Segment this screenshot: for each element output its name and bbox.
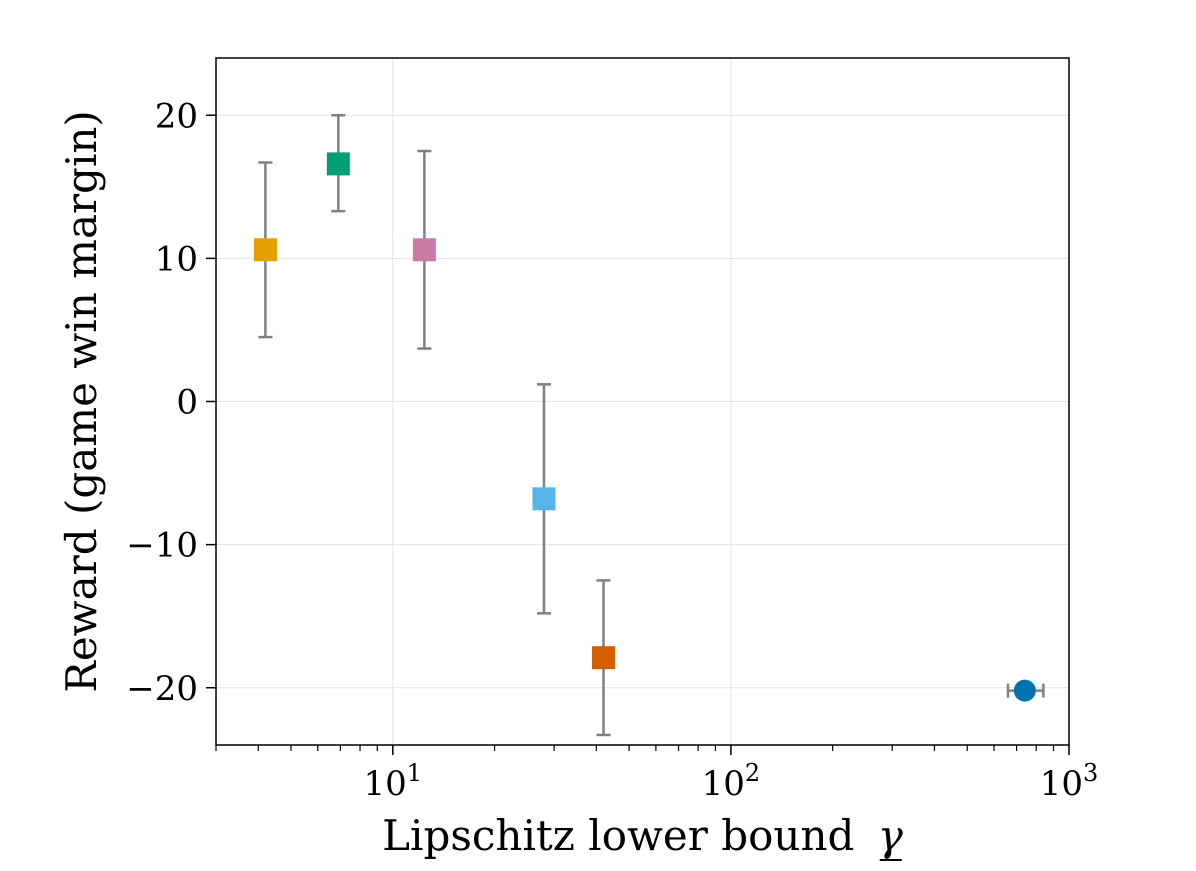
x-axis-label-text: Lipschitz lower bound (382, 811, 854, 860)
data-markers (253, 152, 1036, 702)
error-bars (256, 114, 1045, 737)
x-tick-label: 101 (364, 759, 423, 804)
data-point-square (253, 238, 277, 262)
y-tick-label: 0 (176, 383, 198, 423)
y-tick-label: −10 (126, 526, 198, 566)
y-tick-label: −20 (126, 669, 198, 709)
x-axis-label-symbol: γ (878, 811, 904, 860)
x-tick-label: 103 (1040, 759, 1099, 804)
y-tick-label: 20 (155, 96, 198, 136)
data-point-square (412, 238, 436, 262)
y-tick-label: 10 (155, 239, 198, 279)
x-tick-label: 102 (702, 759, 761, 804)
x-axis-label: Lipschitz lower bound γ (382, 811, 904, 860)
data-point-square (326, 152, 350, 176)
data-point-circle (1013, 679, 1036, 702)
tick-labels: 101 102 103 20 10 0 −10 −20 (126, 96, 1098, 804)
data-point-square (592, 646, 616, 670)
axis-ticks (206, 114, 1070, 755)
data-point-square (532, 487, 556, 511)
y-axis-label: Reward (game win margin) (57, 110, 106, 693)
